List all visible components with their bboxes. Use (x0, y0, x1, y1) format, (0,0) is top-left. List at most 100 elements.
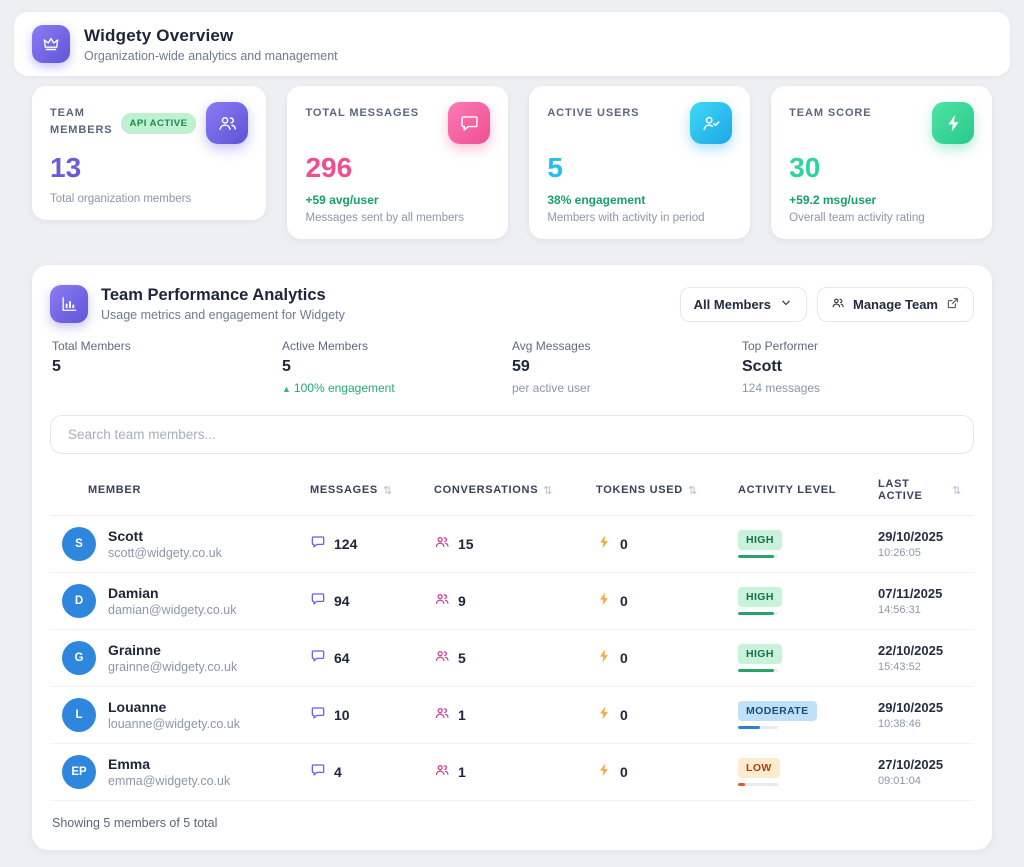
search-input[interactable] (50, 415, 974, 454)
table-row[interactable]: EP Emma emma@widgety.co.uk 4 1 0 LOW 27/… (50, 744, 974, 801)
chevron-down-icon (779, 296, 793, 313)
token-bolt-icon (596, 705, 612, 726)
activity-badge: LOW (738, 758, 780, 778)
page-subtitle: Organization-wide analytics and manageme… (84, 48, 338, 63)
card-label: TOTAL MESSAGES (305, 107, 419, 119)
filter-value: All Members (693, 296, 771, 312)
table-row[interactable]: S Scott scott@widgety.co.uk 124 15 0 HIG… (50, 516, 974, 573)
conversations-icon (434, 591, 450, 612)
card-active-users: ACTIVE USERS 5 38% engagement Members wi… (529, 86, 751, 239)
conversations-count: 5 (458, 650, 466, 666)
card-caption: Total organization members (50, 193, 192, 205)
summary-avg-messages: Avg Messages 59 per active user (512, 339, 591, 395)
conversations-count: 9 (458, 593, 466, 609)
conversations-icon (434, 762, 450, 783)
activity-bar-fill (738, 726, 760, 729)
activity-badge: HIGH (738, 644, 782, 664)
summary-top-performer: Top Performer Scott 124 messages (742, 339, 821, 395)
panel-subtitle: Usage metrics and engagement for Widgety (101, 308, 345, 322)
messages-count: 64 (334, 650, 350, 666)
card-value: 5 (547, 152, 563, 183)
table-row[interactable]: L Louanne louanne@widgety.co.uk 10 1 0 M… (50, 687, 974, 744)
conversations-icon (434, 534, 450, 555)
card-label: TEAM MEMBERS (50, 107, 113, 136)
avatar: G (62, 641, 96, 675)
member-email: damian@widgety.co.uk (108, 603, 237, 617)
token-bolt-icon (596, 534, 612, 555)
manage-team-label: Manage Team (852, 296, 938, 312)
sort-icon: ⇅ (687, 484, 698, 497)
col-messages[interactable]: MESSAGES ⇅ (310, 484, 393, 497)
tokens-count: 0 (620, 650, 628, 666)
member-name: Damian (108, 585, 159, 601)
bar-chart-icon (50, 285, 88, 323)
card-delta: 38% engagement (547, 193, 646, 207)
col-tokens-used[interactable]: TOKENS USED ⇅ (596, 484, 698, 497)
trend-up-icon: ▲ (282, 384, 291, 394)
tokens-count: 0 (620, 593, 628, 609)
last-active-time: 10:26:05 (878, 547, 921, 559)
table-row[interactable]: G Grainne grainne@widgety.co.uk 64 5 0 H… (50, 630, 974, 687)
team-icon (831, 296, 845, 313)
member-table-body: S Scott scott@widgety.co.uk 124 15 0 HIG… (50, 516, 974, 801)
avatar: L (62, 698, 96, 732)
activity-badge: HIGH (738, 530, 782, 550)
col-conversations[interactable]: CONVERSATIONS ⇅ (434, 484, 554, 497)
messages-count: 94 (334, 593, 350, 609)
conversations-icon (434, 648, 450, 669)
member-email: scott@widgety.co.uk (108, 546, 222, 560)
activity-badge: MODERATE (738, 701, 817, 721)
conversations-count: 15 (458, 536, 474, 552)
activity-bar (738, 555, 778, 558)
member-email: emma@widgety.co.uk (108, 774, 231, 788)
users-icon (206, 102, 249, 144)
analytics-panel: Team Performance Analytics Usage metrics… (32, 265, 992, 850)
last-active-date: 22/10/2025 (878, 643, 944, 658)
tokens-count: 0 (620, 707, 628, 723)
last-active-date: 27/10/2025 (878, 757, 944, 772)
manage-team-button[interactable]: Manage Team (816, 286, 974, 322)
activity-bar (738, 783, 778, 786)
chat-bubble-icon (448, 102, 491, 144)
member-name: Emma (108, 756, 151, 772)
activity-bar-fill (738, 783, 746, 786)
api-active-badge: API ACTIVE (120, 112, 197, 134)
table-header: MEMBER MESSAGES ⇅ CONVERSATIONS ⇅ TOKENS U… (50, 470, 974, 516)
stat-cards: TEAM MEMBERS API ACTIVE 13 Total organiz… (32, 86, 992, 239)
last-active-time: 09:01:04 (878, 775, 921, 787)
card-value: 13 (50, 152, 82, 183)
activity-bar (738, 612, 778, 615)
card-caption: Members with activity in period (547, 212, 705, 224)
sort-icon: ⇅ (543, 484, 554, 497)
activity-badge: HIGH (738, 587, 782, 607)
sort-icon: ⇅ (952, 484, 962, 497)
bolt-icon (932, 102, 974, 144)
user-check-icon (690, 102, 733, 144)
col-activity-level: ACTIVITY LEVEL (738, 484, 837, 496)
sort-icon: ⇅ (382, 484, 393, 497)
conversations-count: 1 (458, 764, 466, 780)
messages-count: 10 (334, 707, 350, 723)
activity-bar-fill (738, 669, 774, 672)
members-filter-dropdown[interactable]: All Members (679, 286, 807, 322)
card-total-messages: TOTAL MESSAGES 296 +59 avg/user Messages… (287, 86, 509, 239)
page-header: Widgety Overview Organization-wide analy… (14, 12, 1010, 76)
col-last-active[interactable]: LAST ACTIVE ⇅ (878, 478, 962, 502)
card-team-score: TEAM SCORE 30 +59.2 msg/user Overall tea… (771, 86, 992, 239)
activity-bar (738, 726, 778, 729)
avatar: EP (62, 755, 96, 789)
message-icon (310, 591, 326, 612)
last-active-date: 07/11/2025 (878, 586, 943, 601)
card-label: TEAM SCORE (789, 107, 872, 119)
tokens-count: 0 (620, 536, 628, 552)
col-member: MEMBER (88, 484, 142, 496)
last-active-time: 14:56:31 (878, 604, 921, 616)
member-name: Scott (108, 528, 143, 544)
message-icon (310, 534, 326, 555)
summary-total-members: Total Members 5 (52, 339, 131, 375)
token-bolt-icon (596, 648, 612, 669)
message-icon (310, 762, 326, 783)
activity-bar-fill (738, 612, 774, 615)
table-row[interactable]: D Damian damian@widgety.co.uk 94 9 0 HIG… (50, 573, 974, 630)
card-value: 296 (305, 152, 353, 183)
